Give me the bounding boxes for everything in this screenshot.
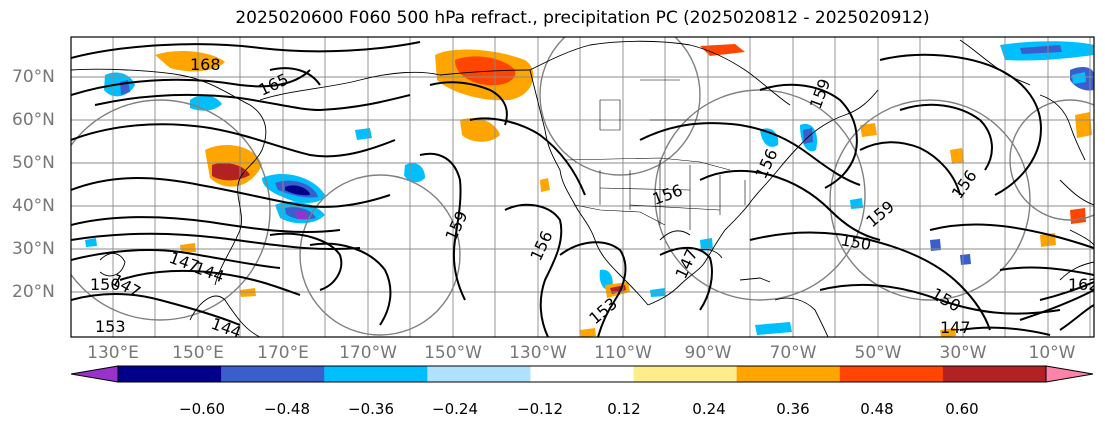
colorbar-tick-label: −0.48 [264, 400, 310, 418]
colorbar-tick-label: −0.12 [517, 400, 563, 418]
contour-label: 162 [1068, 275, 1099, 294]
refractivity-contours [71, 41, 1094, 337]
lon-label: 30°W [939, 343, 987, 363]
map-plot-area: 168 165 147 144 150 147 153 144 159 156 … [71, 37, 1099, 337]
political-borders [564, 79, 746, 230]
colorbar-cell [839, 366, 944, 382]
lat-label: 30°N [12, 239, 55, 259]
colorbar-cell [736, 366, 841, 382]
grid-lines [71, 37, 1094, 337]
colorbar-cell [118, 366, 222, 382]
colorbar-tick-label: −0.60 [179, 400, 225, 418]
colorbar-tick-label: −0.24 [432, 400, 478, 418]
precip-shading [85, 41, 1094, 337]
contour-label: 168 [190, 55, 221, 74]
range-circles [71, 37, 1094, 336]
contour-label: 153 [95, 317, 126, 336]
contour-label: 150 [90, 275, 121, 294]
map-title: 2025020600 F060 500 hPa refract., precip… [235, 8, 930, 28]
lat-label: 70°N [12, 67, 55, 87]
lon-label: 130°E [87, 343, 139, 363]
colorbar-tick-label: 0.24 [692, 400, 726, 418]
colorbar-cell [942, 366, 1047, 382]
lon-label: 150°W [424, 343, 482, 363]
lon-label: 50°W [854, 343, 902, 363]
colorbar-cell [221, 366, 325, 382]
contour-label: 147 [940, 318, 971, 337]
colorbar [70, 365, 1094, 383]
colorbar-tick-label: 0.60 [945, 400, 979, 418]
lat-label: 40°N [12, 196, 55, 216]
colorbar-max-extend [1045, 365, 1094, 383]
lon-label: 170°W [339, 343, 397, 363]
lon-label: 170°E [257, 343, 309, 363]
colorbar-cell [633, 366, 738, 382]
lat-label: 50°N [12, 153, 55, 173]
colorbar-tick-label: −0.36 [348, 400, 394, 418]
colorbar-frame [117, 365, 1047, 383]
lat-label: 60°N [12, 110, 55, 130]
lon-label: 90°W [684, 343, 732, 363]
colorbar-tick-label: 0.12 [607, 400, 641, 418]
lon-label: 110°W [594, 343, 652, 363]
map-frame [70, 36, 1095, 338]
lat-label: 20°N [12, 282, 55, 302]
lon-label: 130°W [509, 343, 567, 363]
lon-label: 70°W [769, 343, 817, 363]
colorbar-cell [530, 366, 635, 382]
lon-label: 150°E [172, 343, 224, 363]
colorbar-min-extend [70, 365, 119, 383]
coastlines [71, 39, 1094, 337]
lon-label: 10°W [1028, 343, 1076, 363]
colorbar-tick-label: 0.48 [860, 400, 894, 418]
colorbar-cell [427, 366, 531, 382]
colorbar-cell [324, 366, 428, 382]
colorbar-tick-label: 0.36 [776, 400, 810, 418]
